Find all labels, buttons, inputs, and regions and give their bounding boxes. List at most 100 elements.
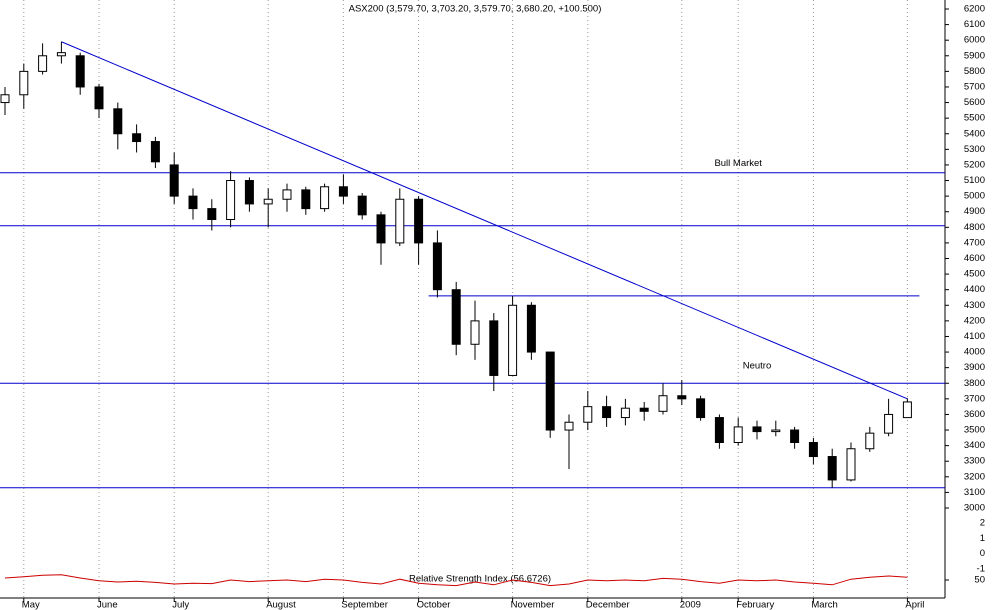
y-tick-label: 3800 [964, 378, 985, 389]
candle-body [752, 426, 762, 433]
candle-body [320, 186, 330, 210]
y-tick-label: 3100 [964, 487, 985, 498]
x-tick-label: June [97, 600, 118, 610]
candle-body [188, 195, 198, 210]
candle-body [94, 86, 104, 110]
candle-body [150, 141, 160, 163]
candle-body [508, 304, 518, 376]
candle-body [526, 304, 536, 353]
scale-label: 2 [980, 518, 985, 529]
candle-body [414, 198, 424, 244]
candle-body [545, 351, 555, 431]
candle-body [846, 448, 856, 481]
candle-body [470, 320, 480, 345]
y-tick-label: 4800 [964, 222, 985, 233]
y-tick-label: 5200 [964, 159, 985, 170]
candle-body [0, 94, 10, 104]
x-tick-label: July [172, 600, 189, 610]
y-tick-label: 5000 [964, 191, 985, 202]
x-tick-label: December [586, 600, 630, 610]
candle-body [282, 189, 292, 200]
y-tick-label: 6000 [964, 35, 985, 46]
candle-body [38, 55, 48, 72]
candle-body [19, 70, 29, 96]
candle-body [902, 401, 912, 419]
candle-body [865, 432, 875, 450]
x-tick-label: August [266, 600, 296, 610]
scale-label: 1 [980, 533, 985, 544]
candle-body [432, 242, 442, 291]
y-tick-label: 4700 [964, 237, 985, 248]
trend-line [61, 41, 908, 400]
y-tick-label: 3900 [964, 362, 985, 373]
candle-body [677, 395, 687, 400]
candle-body [338, 186, 348, 197]
y-tick-label: 3000 [964, 503, 985, 514]
y-tick-label: 3600 [964, 409, 985, 420]
x-tick-label: September [341, 600, 387, 610]
candle-body [884, 413, 894, 434]
y-tick-label: 4600 [964, 253, 985, 264]
candle-body [658, 395, 668, 412]
y-tick-label: 5100 [964, 175, 985, 186]
y-tick-label: 3300 [964, 456, 985, 467]
candle-body [639, 407, 649, 412]
candle-body [376, 214, 386, 244]
y-tick-label: 5500 [964, 113, 985, 124]
candle-body [169, 164, 179, 197]
candle-body [301, 189, 311, 210]
y-tick-label: 5700 [964, 81, 985, 92]
candle-body [620, 407, 630, 419]
y-tick-label: 4100 [964, 331, 985, 342]
candle-body [263, 198, 273, 205]
plot-area [0, 0, 945, 598]
candle-body [602, 406, 612, 419]
candle-body [451, 289, 461, 345]
x-tick-label: 2009 [680, 600, 701, 610]
y-tick-label: 3400 [964, 440, 985, 451]
y-tick-label: 5300 [964, 144, 985, 155]
y-tick-label: 5400 [964, 128, 985, 139]
scale-label: -1 [977, 563, 985, 574]
x-tick-label: May [22, 600, 40, 610]
x-tick-label: February [736, 600, 774, 610]
annotation: Neutro [743, 361, 772, 372]
candle-body [714, 417, 724, 444]
y-tick-label: 5800 [964, 66, 985, 77]
annotation: Bull Market [714, 158, 762, 169]
y-tick-label: 50 [974, 575, 985, 586]
y-tick-label: 3200 [964, 471, 985, 482]
x-tick-label: March [811, 600, 837, 610]
candle-body [808, 442, 818, 458]
candle-body [583, 406, 593, 423]
rsi-title: Relative Strength Index (56.6726) [409, 574, 551, 585]
candle-body [696, 398, 706, 419]
x-tick-label: November [511, 600, 555, 610]
candle-body [244, 180, 254, 205]
x-tick-label: October [417, 600, 451, 610]
y-tick-label: 4400 [964, 284, 985, 295]
scale-label: 0 [980, 548, 985, 559]
y-tick-label: 4500 [964, 269, 985, 280]
candle-body [75, 55, 85, 88]
y-tick-label: 5600 [964, 97, 985, 108]
chart-title: ASX200 (3,579.70, 3,703.20, 3,579.70, 3,… [349, 4, 602, 15]
candle-body [489, 320, 499, 376]
y-tick-label: 4900 [964, 206, 985, 217]
candle-body [564, 421, 574, 431]
y-tick-label: 4000 [964, 347, 985, 358]
candle-body [771, 429, 781, 433]
candle-body [827, 456, 837, 481]
y-tick-label: 5900 [964, 50, 985, 61]
y-tick-label: 4300 [964, 300, 985, 311]
y-tick-label: 6100 [964, 19, 985, 30]
candle-body [226, 180, 236, 221]
y-tick-label: 4200 [964, 315, 985, 326]
candle-body [113, 108, 123, 135]
candle-body [395, 198, 405, 244]
candle-body [56, 52, 66, 57]
x-tick-label: April [905, 600, 924, 610]
rsi-line [4, 574, 908, 587]
candle-body [357, 195, 367, 216]
